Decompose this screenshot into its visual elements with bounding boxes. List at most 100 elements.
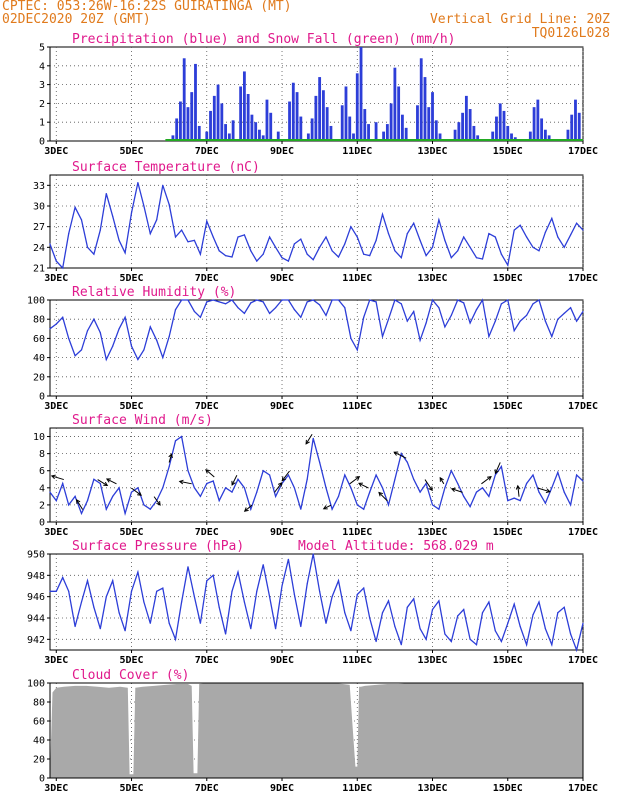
data-point (369, 491, 371, 493)
x-tick-label: 5DEC (119, 401, 143, 412)
precip-bar (288, 101, 291, 141)
data-point (225, 633, 227, 635)
wind-arrow-shaft (205, 469, 215, 478)
y-tick-label: 950 (27, 550, 45, 561)
y-tick-label: 60 (33, 334, 45, 345)
data-point (481, 487, 484, 489)
data-point (494, 236, 496, 238)
panel-title: Surface Wind (m/s) (72, 413, 213, 428)
precip-bar (382, 131, 386, 141)
data-point (363, 508, 365, 510)
data-point (375, 301, 377, 303)
data-point (62, 576, 64, 579)
precip-bar (472, 125, 476, 141)
data-point (519, 224, 521, 226)
precip-bar (299, 116, 303, 141)
data-point (406, 461, 408, 463)
wind-arrow-shaft (439, 477, 445, 485)
data-point (256, 491, 258, 493)
x-tick-label: 5DEC (119, 655, 143, 666)
wind-arrow-shaft (323, 504, 332, 510)
header-station: CPTEC: 053:26W-16:22S GUIRATINGA (MT) (2, 0, 292, 14)
data-point (438, 600, 440, 602)
data-point (325, 487, 327, 489)
data-point (563, 491, 565, 493)
precip-bar (495, 116, 498, 141)
y-tick-label: 33 (33, 181, 45, 192)
data-point (62, 316, 64, 318)
data-point (387, 233, 390, 235)
data-point (181, 435, 183, 438)
data-point (137, 571, 139, 573)
data-point (400, 453, 402, 455)
data-point (162, 487, 164, 489)
data-point (538, 491, 540, 493)
data-point (218, 250, 220, 252)
y-tick-label: 40 (33, 353, 45, 364)
data-point (206, 580, 208, 582)
data-point (513, 229, 515, 231)
data-point (576, 474, 578, 476)
x-tick-label: 5DEC (119, 527, 143, 538)
data-point (413, 310, 415, 313)
data-point (237, 571, 239, 573)
y-tick-label: 948 (27, 571, 45, 582)
data-point (381, 487, 384, 489)
precip-bar (216, 84, 220, 141)
data-point (563, 246, 565, 248)
data-point (431, 608, 434, 611)
data-point (450, 470, 452, 472)
precip-bar (416, 105, 419, 141)
precip-bar (385, 124, 389, 141)
precip-bar (224, 124, 227, 141)
data-point (576, 649, 578, 651)
data-point (544, 231, 547, 233)
x-tick-label: 17DEC (568, 146, 598, 157)
wind-arrow-shaft (97, 479, 108, 486)
data-point (86, 580, 89, 582)
precip-bar (209, 110, 212, 141)
precip-bar (404, 127, 408, 141)
y-tick-label: 100 (27, 679, 45, 690)
data-point (269, 312, 271, 314)
data-point (306, 583, 308, 585)
data-point (400, 257, 402, 259)
data-point (469, 506, 471, 508)
data-point (156, 590, 158, 592)
wind-arrow-shaft (106, 478, 117, 485)
x-tick-label: 9DEC (270, 273, 294, 284)
data-point (582, 229, 584, 231)
plot-frame-top (49, 682, 584, 779)
data-point (55, 500, 57, 502)
data-point (400, 303, 402, 305)
wind-arrow-shaft (305, 433, 313, 445)
panel-title: Surface Temperature (nC) (72, 160, 260, 175)
panel-title: Cloud Cover (%) (72, 668, 189, 683)
data-point (312, 553, 314, 555)
data-point (356, 236, 358, 238)
data-point (419, 339, 421, 341)
precip-bar (186, 107, 190, 141)
data-point (319, 590, 321, 592)
wind-arrow-shaft (274, 482, 283, 493)
data-point (293, 243, 295, 245)
data-point (124, 512, 126, 515)
x-tick-label: 7DEC (195, 273, 219, 284)
precip-bar (423, 77, 427, 141)
data-point (481, 612, 484, 614)
precip-bar (419, 58, 423, 141)
wind-arrow-shaft (231, 475, 238, 486)
data-point (438, 508, 440, 510)
data-point (551, 217, 553, 219)
x-tick-label: 3DEC (44, 146, 68, 157)
data-point (513, 330, 515, 332)
precip-bar (340, 105, 344, 141)
data-point (174, 440, 177, 442)
y-tick-label: 6 (39, 466, 45, 477)
wind-arrow-shaft (168, 453, 173, 463)
plot-frame (49, 174, 584, 269)
x-tick-label: 9DEC (270, 527, 294, 538)
data-point (293, 309, 295, 311)
precip-bar (231, 120, 235, 141)
data-point (356, 593, 358, 596)
